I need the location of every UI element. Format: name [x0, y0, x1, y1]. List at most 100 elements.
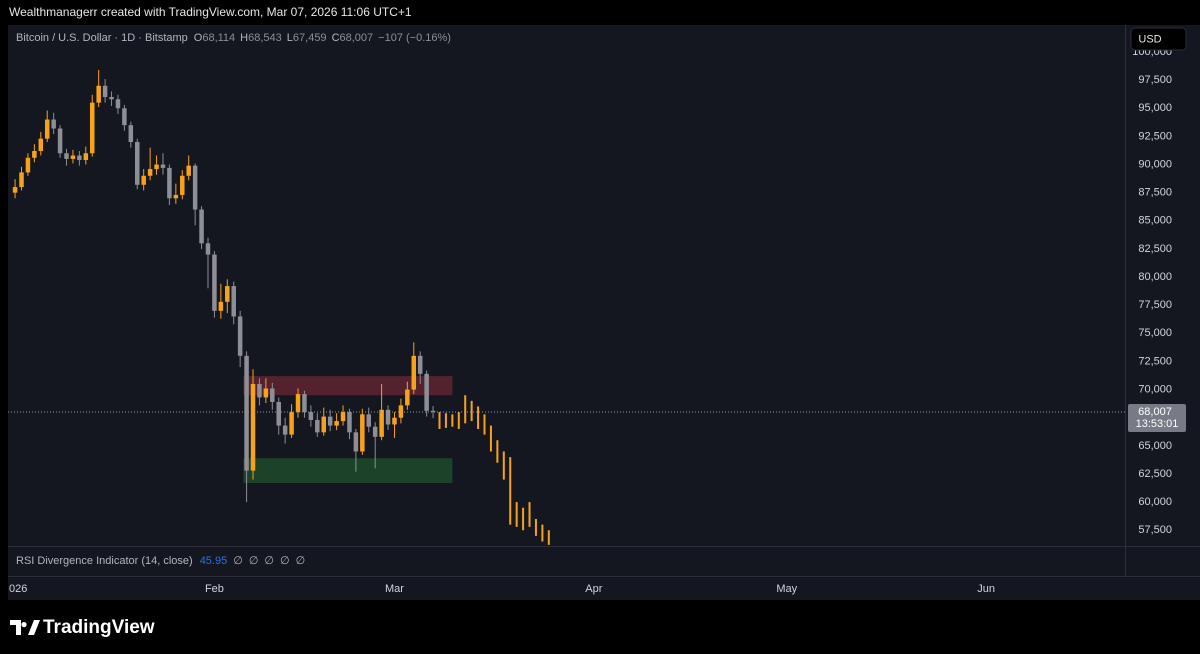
- candle-body: [167, 167, 172, 199]
- y-tick-label: 90,000: [1138, 158, 1172, 170]
- candle-body: [141, 175, 146, 185]
- candle-body: [398, 405, 404, 418]
- legend-value: 68,007: [340, 32, 374, 44]
- candle-body: [212, 254, 217, 311]
- candle-body: [25, 157, 31, 173]
- candle-body: [295, 394, 301, 413]
- y-tick-label: 95,000: [1138, 102, 1172, 114]
- candle-body: [199, 209, 204, 244]
- y-tick-label: 75,000: [1138, 327, 1172, 339]
- legend-value: 67,459: [293, 32, 327, 44]
- candle-body: [57, 128, 63, 154]
- candle-body: [96, 85, 101, 103]
- legend-key: L: [287, 32, 293, 44]
- logo-icon: [10, 620, 40, 635]
- ohlc-legend: O 68,114 H 68,543 L 67,459 C 68,007 −107 (−0.16%…: [194, 32, 451, 44]
- candle-body: [289, 412, 294, 435]
- candle-body: [135, 142, 140, 185]
- candle-body: [417, 355, 423, 374]
- x-tick-label: May: [776, 583, 797, 595]
- candle-body: [250, 383, 256, 471]
- candle-body: [12, 187, 18, 193]
- x-tick-label: Jun: [977, 583, 995, 595]
- candle-body: [334, 421, 339, 426]
- candle-body: [109, 97, 114, 100]
- candle-body: [263, 388, 269, 398]
- x-tick-label: Mar: [385, 583, 404, 595]
- x-tick-label: Feb: [205, 583, 224, 595]
- candle-body: [315, 419, 320, 433]
- axes: 57,50060,00062,50065,00067,50070,00072,5…: [9, 46, 1186, 595]
- price-tag: [1128, 404, 1186, 433]
- candle-body: [244, 355, 249, 471]
- y-tick-label: 92,500: [1138, 130, 1172, 142]
- candle-body: [424, 373, 429, 411]
- x-tick-label: 026: [9, 583, 27, 595]
- y-tick-label: 97,500: [1138, 74, 1172, 86]
- currency-label[interactable]: USD: [1138, 33, 1161, 45]
- y-tick-label: 77,500: [1138, 299, 1172, 311]
- legend-value: 68,114: [202, 32, 235, 44]
- y-tick-label: 72,500: [1138, 355, 1172, 367]
- y-tick-label: 62,500: [1138, 468, 1172, 480]
- indicator-name: RSI Divergence Indicator (14, close): [16, 555, 193, 567]
- price-zone: [243, 376, 453, 396]
- candle-body: [282, 425, 288, 435]
- candle-body: [366, 414, 372, 427]
- candle-body: [231, 286, 236, 317]
- legend-value: 68,543: [248, 32, 282, 44]
- candle-body: [44, 119, 50, 139]
- candle-body: [19, 172, 24, 188]
- indicator-flag: ∅: [296, 555, 306, 567]
- candle-body: [411, 355, 417, 390]
- candle-body: [147, 169, 153, 176]
- countdown-label: 13:53:01: [1136, 418, 1179, 430]
- candle-body: [192, 165, 198, 210]
- candle-body: [51, 119, 56, 129]
- y-tick-label: 65,000: [1138, 440, 1172, 452]
- candle-body: [385, 409, 391, 425]
- candle-body: [430, 410, 436, 413]
- indicator-flag: ∅: [280, 555, 290, 567]
- candle-body: [218, 301, 224, 311]
- chart-background: [8, 25, 1200, 600]
- plot-area: [8, 70, 1125, 545]
- candle-body: [302, 394, 307, 413]
- indicator-flag: ∅: [249, 555, 259, 567]
- currency-button[interactable]: [1130, 27, 1187, 51]
- candle-body: [180, 175, 185, 195]
- y-tick-label: 57,500: [1138, 524, 1172, 536]
- price-tag-label: 68,007: [1138, 406, 1172, 418]
- candle-body: [340, 412, 346, 422]
- candle-body: [102, 85, 108, 98]
- candle-body: [122, 108, 127, 126]
- legend-key: O: [194, 32, 203, 44]
- y-tick-label: 70,000: [1138, 383, 1172, 395]
- candle-body: [321, 416, 326, 433]
- symbol-title: Bitcoin / U.S. Dollar · 1D · Bitstamp: [16, 32, 188, 44]
- logo-text: TradingView: [43, 617, 155, 638]
- attribution: Wealthmanagerr created with TradingView.…: [9, 5, 412, 19]
- indicator-flag: ∅: [233, 555, 243, 567]
- candle-body: [83, 153, 89, 161]
- candle-body: [347, 412, 352, 433]
- candle-body: [405, 389, 410, 406]
- y-tick-label: 87,500: [1138, 187, 1172, 199]
- y-tick-label: 80,000: [1138, 271, 1172, 283]
- candle-body: [372, 426, 378, 437]
- y-tick-label: 85,000: [1138, 215, 1172, 227]
- candle-body: [379, 409, 384, 437]
- indicator-flag: ∅: [264, 555, 274, 567]
- candle-body: [154, 164, 159, 170]
- candle-body: [186, 165, 191, 176]
- candle-body: [38, 138, 44, 152]
- candle-body: [205, 243, 211, 255]
- candle-body: [327, 416, 333, 426]
- legend-change: −107 (−0.16%): [378, 32, 451, 44]
- candle-body: [77, 155, 82, 161]
- candle-body: [160, 164, 166, 168]
- candle-body: [173, 194, 179, 199]
- y-tick-label: 82,500: [1138, 243, 1172, 255]
